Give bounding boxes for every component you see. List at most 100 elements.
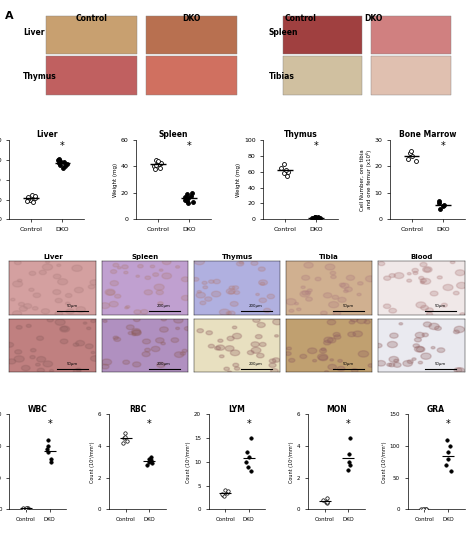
- Circle shape: [182, 295, 190, 300]
- Title: Spleen: Spleen: [131, 254, 158, 260]
- Text: 200μm: 200μm: [157, 304, 171, 308]
- Circle shape: [144, 290, 153, 295]
- Point: [309, 214, 316, 222]
- Circle shape: [224, 367, 229, 371]
- Point: [440, 201, 448, 209]
- Circle shape: [412, 358, 416, 360]
- Circle shape: [300, 291, 310, 297]
- Circle shape: [237, 262, 244, 266]
- Circle shape: [91, 351, 95, 353]
- Circle shape: [73, 369, 81, 373]
- Circle shape: [415, 332, 424, 338]
- Text: Spleen: Spleen: [269, 28, 298, 37]
- Circle shape: [330, 359, 334, 361]
- Circle shape: [308, 348, 317, 353]
- Text: *: *: [446, 419, 450, 429]
- Circle shape: [328, 338, 336, 343]
- Point: [31, 191, 38, 200]
- Circle shape: [422, 333, 428, 337]
- Point: [55, 154, 63, 163]
- Circle shape: [295, 302, 299, 305]
- Circle shape: [88, 285, 95, 289]
- Point: [219, 491, 227, 500]
- Title: Blood: Blood: [410, 254, 432, 260]
- Circle shape: [18, 302, 25, 306]
- Point: [119, 438, 127, 447]
- Circle shape: [226, 312, 231, 315]
- Circle shape: [267, 294, 274, 299]
- Circle shape: [256, 293, 259, 295]
- Circle shape: [348, 332, 356, 337]
- Circle shape: [143, 339, 150, 344]
- Circle shape: [232, 286, 238, 289]
- Circle shape: [403, 360, 412, 366]
- Circle shape: [132, 328, 140, 334]
- Text: 200μm: 200μm: [249, 304, 263, 308]
- Point: [189, 198, 196, 207]
- Circle shape: [441, 304, 447, 307]
- Point: [26, 195, 34, 204]
- Point: [422, 504, 429, 513]
- Circle shape: [32, 307, 38, 310]
- Circle shape: [102, 359, 111, 365]
- Circle shape: [269, 363, 276, 367]
- Circle shape: [338, 359, 342, 362]
- Circle shape: [219, 309, 230, 315]
- Point: [244, 462, 251, 471]
- Circle shape: [460, 313, 465, 316]
- Circle shape: [325, 264, 335, 270]
- Circle shape: [205, 297, 212, 301]
- Point: [28, 190, 36, 199]
- Point: [247, 467, 255, 476]
- Circle shape: [206, 331, 212, 335]
- Circle shape: [394, 273, 404, 279]
- Point: [443, 461, 450, 469]
- Y-axis label: Count (10⁶/mm³): Count (10⁶/mm³): [90, 441, 95, 482]
- Point: [47, 457, 55, 466]
- Circle shape: [184, 327, 191, 331]
- Circle shape: [85, 344, 93, 349]
- Circle shape: [162, 273, 172, 279]
- Circle shape: [399, 322, 403, 325]
- Point: [280, 159, 287, 168]
- Circle shape: [338, 298, 346, 302]
- Circle shape: [161, 318, 166, 321]
- Circle shape: [318, 354, 328, 360]
- Circle shape: [153, 273, 159, 276]
- Circle shape: [421, 279, 431, 285]
- Circle shape: [333, 332, 340, 337]
- Circle shape: [156, 290, 164, 295]
- Title: Thymus: Thymus: [221, 254, 253, 260]
- Circle shape: [8, 359, 16, 364]
- Text: Liver: Liver: [23, 28, 45, 37]
- Circle shape: [60, 326, 70, 332]
- Point: [121, 432, 129, 441]
- Circle shape: [110, 270, 117, 274]
- Text: Tibias: Tibias: [269, 72, 295, 81]
- Point: [242, 457, 250, 466]
- Circle shape: [137, 264, 143, 268]
- Circle shape: [11, 298, 15, 301]
- Circle shape: [133, 362, 141, 367]
- Point: [219, 490, 226, 499]
- Y-axis label: Weight (mg): Weight (mg): [113, 163, 118, 197]
- Text: Thymus: Thymus: [23, 72, 57, 81]
- Circle shape: [454, 326, 465, 333]
- Circle shape: [36, 336, 44, 340]
- Point: [346, 450, 353, 459]
- Circle shape: [426, 308, 433, 313]
- Circle shape: [306, 297, 312, 301]
- Circle shape: [115, 294, 121, 298]
- Circle shape: [211, 291, 221, 297]
- Circle shape: [30, 349, 36, 352]
- Circle shape: [258, 267, 265, 271]
- Circle shape: [171, 338, 179, 343]
- Circle shape: [230, 301, 238, 306]
- Circle shape: [430, 291, 438, 296]
- Title: Thymus: Thymus: [283, 130, 317, 139]
- Circle shape: [53, 274, 61, 279]
- Point: [147, 453, 155, 461]
- Circle shape: [16, 326, 22, 329]
- Point: [412, 157, 420, 165]
- Circle shape: [255, 334, 262, 339]
